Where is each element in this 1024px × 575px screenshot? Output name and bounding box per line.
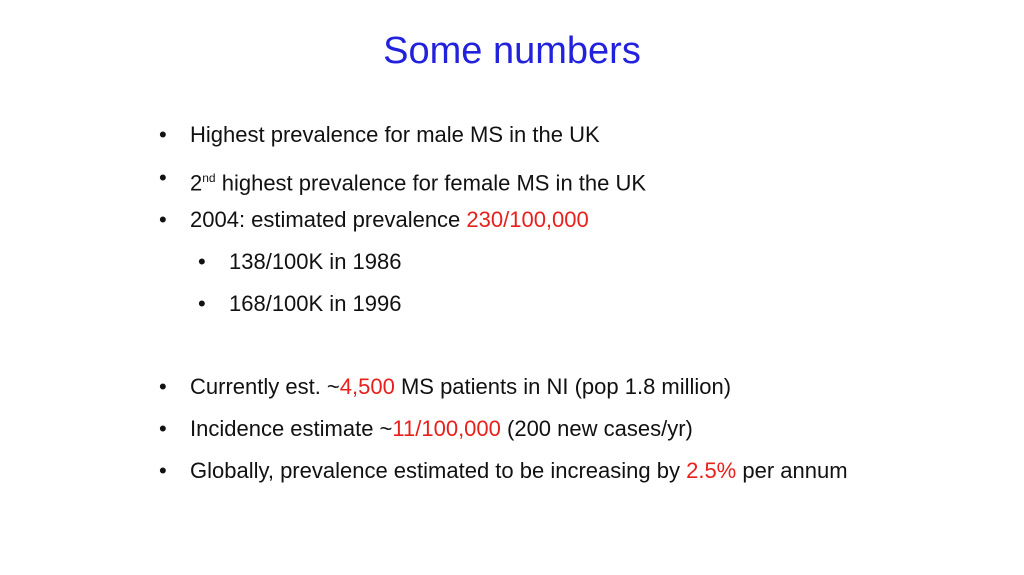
bullet: Globally, prevalence estimated to be inc… xyxy=(190,454,850,488)
bullet-dot: • xyxy=(159,165,167,190)
sub-bullet: 138/100K in 1986 xyxy=(229,245,889,279)
text-run: Globally, prevalence estimated to be inc… xyxy=(190,458,687,483)
bullet: Highest prevalence for male MS in the UK xyxy=(190,118,850,152)
text-run: 4,500 xyxy=(339,374,395,399)
text-run: per annum xyxy=(736,458,848,483)
bullet: 2004: estimated prevalence 230/100,000 xyxy=(190,203,850,237)
bullet-dot: • xyxy=(159,458,167,483)
bullet-dot: • xyxy=(198,249,206,274)
text-run: 168/100K in 1996 xyxy=(229,291,402,316)
text-run: Incidence estimate ~ xyxy=(190,416,393,441)
text-run: 230/100,000 xyxy=(466,207,589,232)
text-run: Highest prevalence for male MS in the UK xyxy=(190,122,600,147)
text-run: 2004: estimated prevalence xyxy=(190,207,467,232)
text-run: Currently est. ~ xyxy=(190,374,340,399)
slide-title: Some numbers xyxy=(383,30,641,72)
bullet: 2nd highest prevalence for female MS in … xyxy=(190,161,850,200)
bullet-dot: • xyxy=(159,416,167,441)
text-run: MS patients in NI (pop 1.8 million) xyxy=(394,374,732,399)
sub-bullet: 168/100K in 1996 xyxy=(229,287,889,321)
bullet: Currently est. ~4,500 MS patients in NI … xyxy=(190,370,850,404)
bullet-dot: • xyxy=(198,291,206,316)
bullet: Incidence estimate ~11/100,000 (200 new … xyxy=(190,412,850,446)
bullet-dot: • xyxy=(159,122,167,147)
text-run: nd xyxy=(202,171,216,185)
bullet-dot: • xyxy=(159,207,167,232)
text-run: 2 xyxy=(190,170,203,196)
text-run: 11/100,000 xyxy=(392,416,501,441)
text-run: (200 new cases/yr) xyxy=(500,416,693,441)
text-run: highest prevalence for female MS in the … xyxy=(215,170,647,196)
bullet-dot: • xyxy=(159,374,167,399)
text-run: 2.5% xyxy=(686,458,737,483)
text-run: 138/100K in 1986 xyxy=(229,249,402,274)
